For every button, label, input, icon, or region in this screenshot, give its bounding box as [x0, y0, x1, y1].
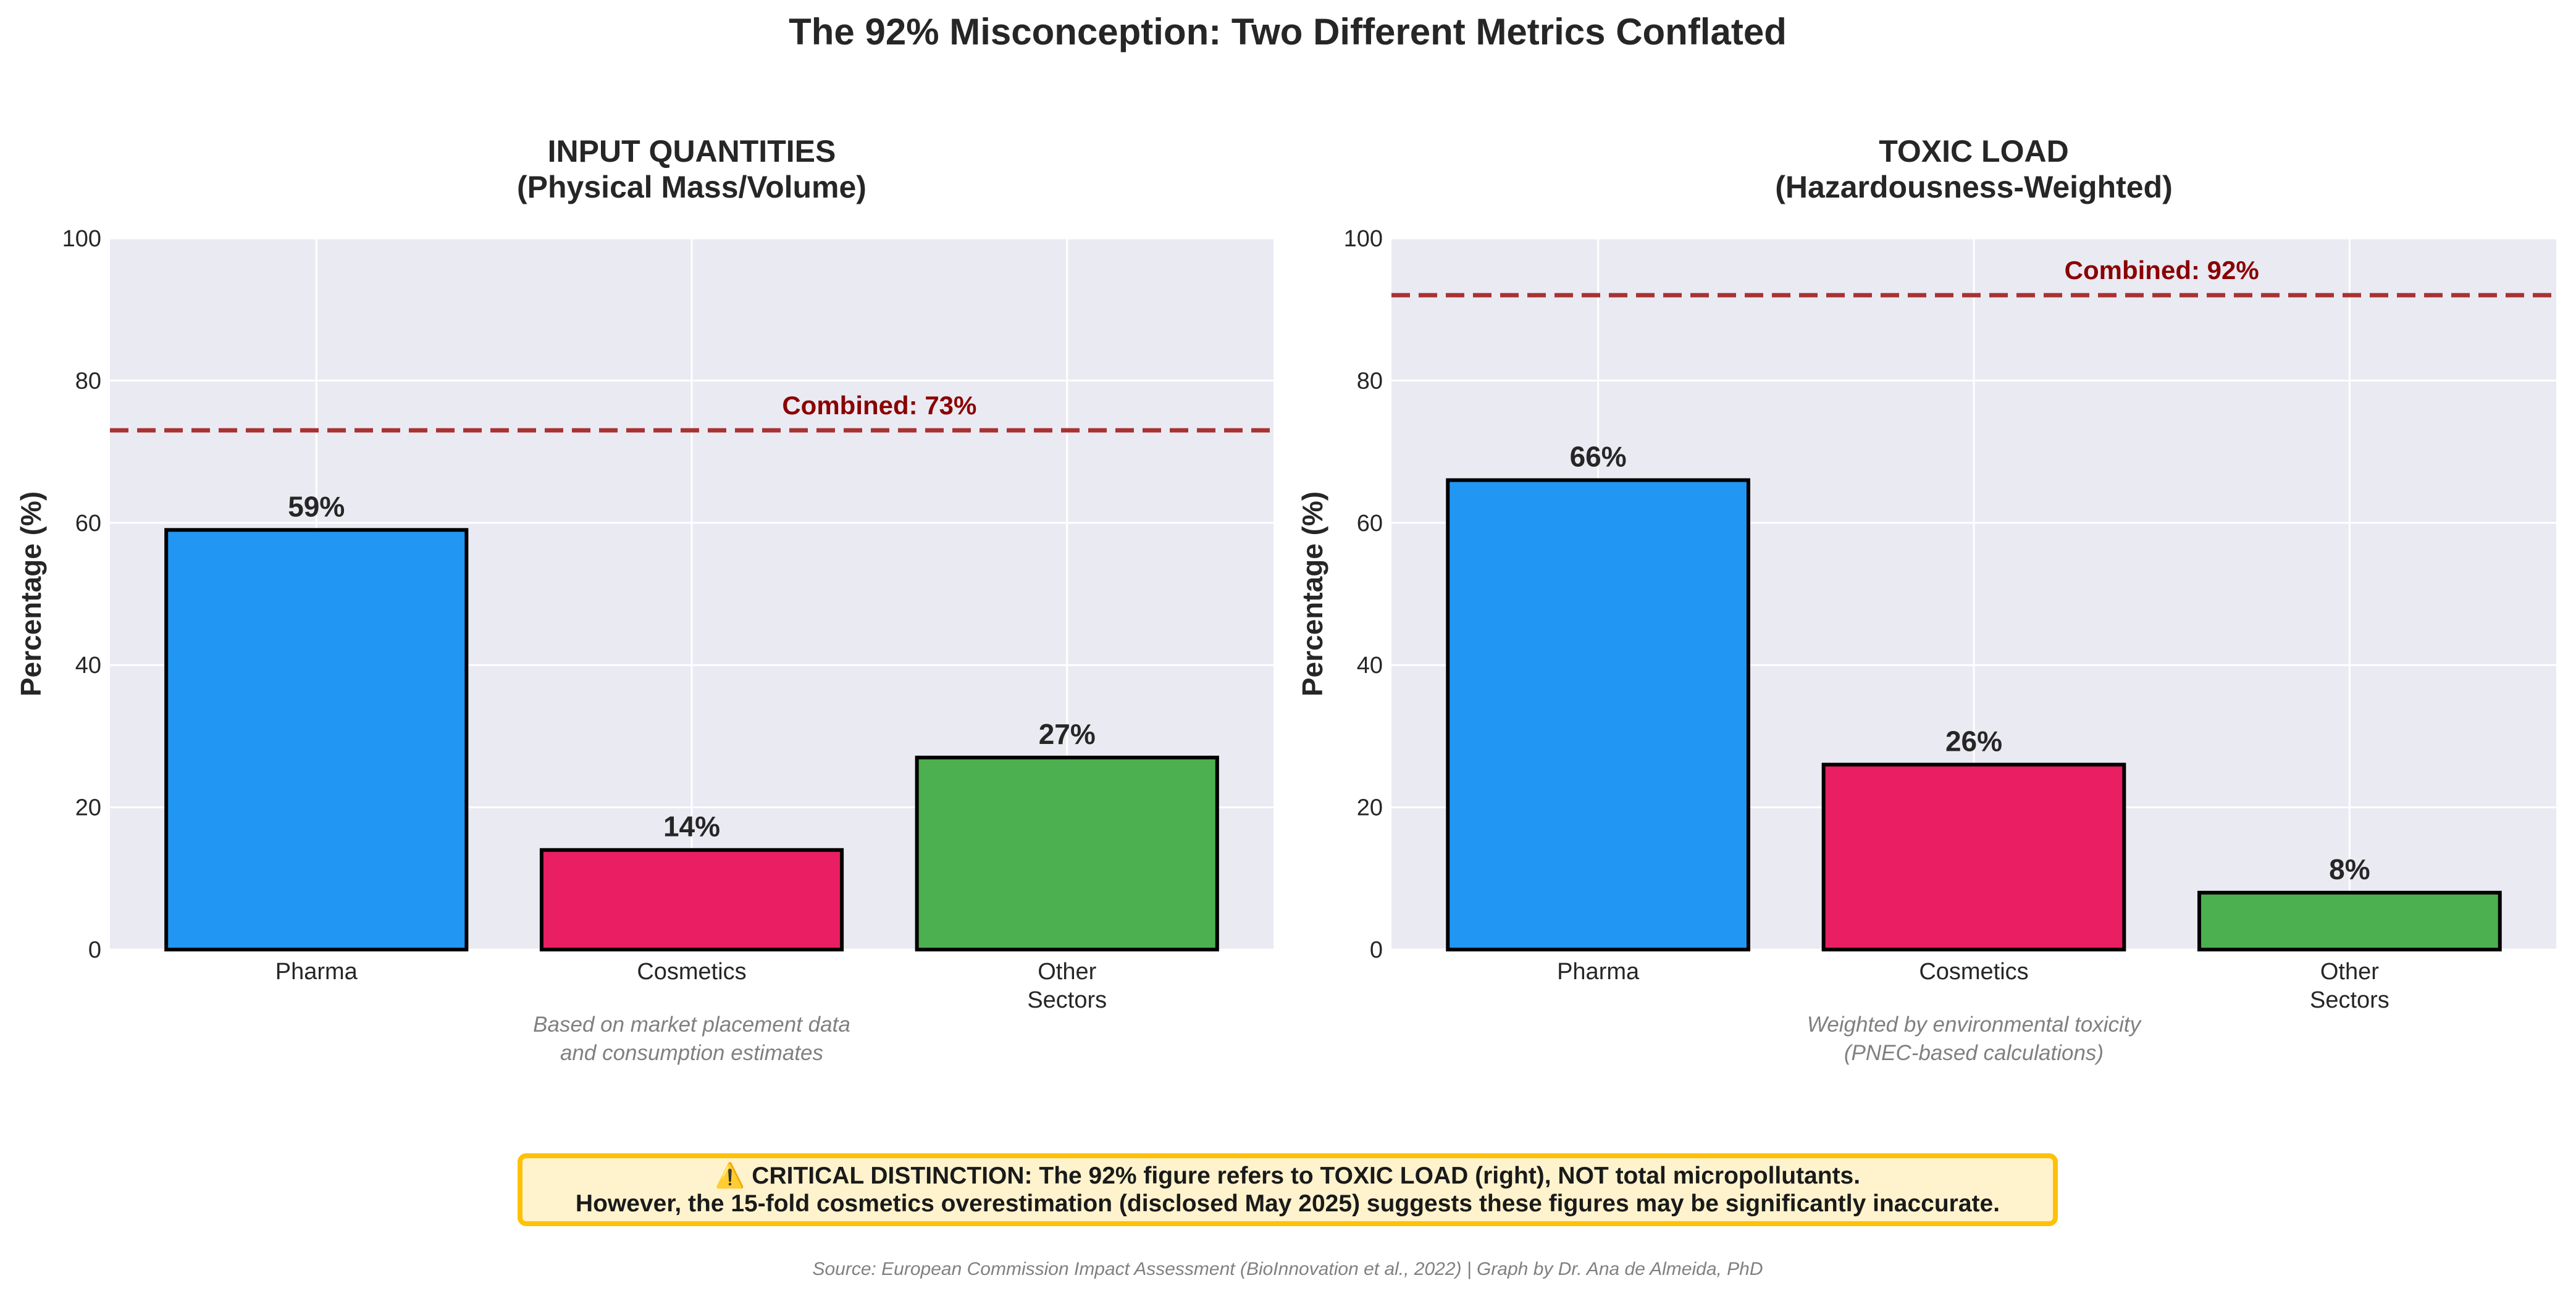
bar-pharma: [1446, 478, 1750, 951]
y-tick-label: 60: [1357, 511, 1383, 537]
y-tick-label: 60: [75, 511, 101, 537]
bar-value-label: 66%: [1570, 441, 1627, 473]
callout-line-1: ⚠️ CRITICAL DISTINCTION: The 92% figure …: [715, 1161, 1860, 1189]
y-tick-label: 80: [1357, 368, 1383, 394]
subplot-2: 0 20 40 60 80 100 TOXIC LOAD(Hazardousness-Wei…: [1296, 134, 2556, 1065]
method-note: and consumption estimates: [560, 1041, 823, 1065]
method-note: Based on market placement data: [533, 1013, 850, 1037]
y-tick-label: 0: [1370, 937, 1383, 963]
bar-cosmetics: [1821, 762, 2126, 951]
subplot-1: 0 20 40 60 80 100 INPUT QUANTITIES(Physical Ma…: [15, 134, 1273, 1065]
bar-pharma: [164, 528, 469, 951]
combined-label: Combined: 92%: [2065, 256, 2259, 285]
source-note: Source: European Commission Impact Asses…: [812, 1259, 1763, 1279]
bar-cosmetics: [539, 848, 844, 951]
y-tick-label: 40: [75, 653, 101, 679]
callout-box: [518, 1153, 2058, 1226]
x-tick-label: Other: [1038, 959, 1096, 985]
bar-value-label: 26%: [1945, 725, 2002, 757]
bar-other-sectors: [915, 755, 1219, 951]
bar-value-label: 59%: [288, 490, 345, 522]
method-note: Weighted by environmental toxicity: [1807, 1013, 2142, 1037]
subplot-title: TOXIC LOAD: [1879, 134, 2068, 169]
bar-other-sectors: [2197, 890, 2502, 951]
callout-line-2: However, the 15-fold cosmetics overestim…: [576, 1190, 2000, 1217]
figure-title: The 92% Misconception: Two Different Met…: [789, 11, 1787, 52]
bar-value-label: 14%: [663, 811, 720, 843]
x-tick-label: Cosmetics: [637, 959, 746, 985]
x-tick-label: Cosmetics: [1919, 959, 2028, 985]
method-note: (PNEC-based calculations): [1844, 1041, 2104, 1065]
y-tick-label: 20: [75, 795, 101, 821]
subplot-title: (Hazardousness-Weighted): [1775, 170, 2173, 204]
y-tick-label: 100: [1344, 226, 1383, 252]
bar-value-label: 8%: [2329, 853, 2370, 885]
bar-value-label: 27%: [1039, 718, 1096, 750]
x-tick-label: Pharma: [275, 959, 358, 985]
y-tick-label: 0: [88, 937, 101, 963]
combined-label: Combined: 73%: [782, 391, 976, 420]
y-axis-label: Percentage (%): [15, 491, 47, 696]
x-tick-label: Sectors: [2310, 987, 2389, 1013]
y-tick-label: 100: [62, 226, 101, 252]
y-tick-label: 20: [1357, 795, 1383, 821]
y-tick-label: 80: [75, 368, 101, 394]
x-tick-label: Sectors: [1027, 987, 1107, 1013]
y-tick-label: 40: [1357, 653, 1383, 679]
y-axis-label: Percentage (%): [1296, 491, 1328, 696]
subplot-title: INPUT QUANTITIES: [548, 134, 836, 169]
subplot-title: (Physical Mass/Volume): [517, 170, 866, 204]
x-tick-label: Other: [2320, 959, 2379, 985]
x-tick-label: Pharma: [1557, 959, 1640, 985]
